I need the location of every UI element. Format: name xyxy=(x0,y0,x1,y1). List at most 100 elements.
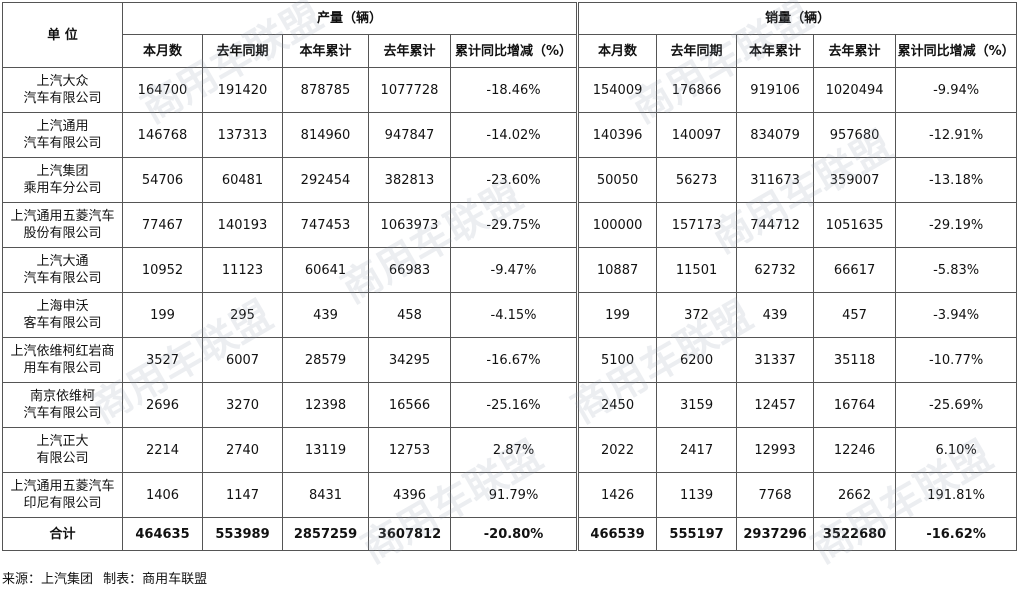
table-row: 上汽通用五菱汽车 股份有限公司 77467 140193 747453 1063973 -2… xyxy=(2,202,1018,248)
total-sales-cell: 555197 xyxy=(656,517,738,551)
prod-value-cell: -16.67% xyxy=(449,337,579,383)
prod-value-cell: 1077728 xyxy=(368,67,451,113)
table-row: 上汽集团 乘用车分公司 54706 60481 292454 382813 -23.60% 5… xyxy=(2,157,1018,203)
sales-lastyear-header: 去年同期 xyxy=(656,34,738,68)
prod-value-cell: 60641 xyxy=(282,247,369,293)
sales-value-cell: 1139 xyxy=(656,472,738,518)
prod-value-cell: 382813 xyxy=(368,157,451,203)
sales-value-cell: 12246 xyxy=(813,427,897,473)
prod-ytd-header: 本年累计 xyxy=(282,34,369,68)
sales-value-cell: 191.81% xyxy=(895,472,1018,518)
prod-value-cell: -18.46% xyxy=(449,67,579,113)
prod-value-cell: 3527 xyxy=(122,337,203,383)
prod-value-cell: 947847 xyxy=(368,112,451,158)
prod-value-cell: 8431 xyxy=(282,472,369,518)
sales-value-cell: -3.94% xyxy=(895,292,1018,338)
unit-name-line: 上汽集团 xyxy=(36,164,89,179)
prod-value-cell: -4.15% xyxy=(449,292,579,338)
sales-value-cell: -9.94% xyxy=(895,67,1018,113)
unit-header: 单 位 xyxy=(2,2,123,68)
total-sales-cell: 3522680 xyxy=(813,517,897,551)
unit-cell: 上汽依维柯红岩商 用车有限公司 xyxy=(2,337,123,383)
sales-value-cell: 100000 xyxy=(576,202,658,248)
total-label: 合计 xyxy=(2,517,123,551)
table-row: 上汽依维柯红岩商 用车有限公司 3527 6007 28579 34295 -16.67% 5… xyxy=(2,337,1018,383)
total-prod-cell: 2857259 xyxy=(282,517,369,551)
sales-value-cell: -13.18% xyxy=(895,157,1018,203)
total-prod-cell: -20.80% xyxy=(449,517,579,551)
unit-name-line: 用车有限公司 xyxy=(23,361,102,376)
total-sales-cell: 2937296 xyxy=(736,517,815,551)
sales-value-cell: 919106 xyxy=(736,67,815,113)
sales-value-cell: 1020494 xyxy=(813,67,897,113)
prod-value-cell: 2696 xyxy=(122,382,203,428)
sales-value-cell: 311673 xyxy=(736,157,815,203)
source-note: 来源：上汽集团 xyxy=(2,572,94,587)
unit-cell: 上汽通用五菱汽车 股份有限公司 xyxy=(2,202,123,248)
prod-value-cell: 66983 xyxy=(368,247,451,293)
sales-value-cell: 66617 xyxy=(813,247,897,293)
prod-lastyear-header: 去年同期 xyxy=(202,34,283,68)
prod-value-cell: 439 xyxy=(282,292,369,338)
sales-value-cell: 439 xyxy=(736,292,815,338)
prod-value-cell: 3270 xyxy=(202,382,283,428)
table-row: 南京依维柯 汽车有限公司 2696 3270 12398 16566 -25.16% 2450… xyxy=(2,382,1018,428)
sales-value-cell: 35118 xyxy=(813,337,897,383)
sales-lastytd-header: 去年累计 xyxy=(813,34,897,68)
prod-value-cell: 458 xyxy=(368,292,451,338)
unit-name-line: 汽车有限公司 xyxy=(23,91,102,106)
prod-value-cell: -25.16% xyxy=(449,382,579,428)
sales-value-cell: -12.91% xyxy=(895,112,1018,158)
prod-value-cell: 191420 xyxy=(202,67,283,113)
unit-cell: 上汽通用 汽车有限公司 xyxy=(2,112,123,158)
unit-name-line: 汽车有限公司 xyxy=(23,136,102,151)
prod-value-cell: 4396 xyxy=(368,472,451,518)
total-sales-cell: -16.62% xyxy=(895,517,1018,551)
sales-value-cell: -10.77% xyxy=(895,337,1018,383)
table-row: 上汽通用 汽车有限公司 146768 137313 814960 947847 -14.02… xyxy=(2,112,1018,158)
prod-month-header: 本月数 xyxy=(122,34,203,68)
prod-value-cell: 140193 xyxy=(202,202,283,248)
sales-value-cell: 11501 xyxy=(656,247,738,293)
prod-value-cell: 1063973 xyxy=(368,202,451,248)
prod-yoy-header: 累计同比增减（%） xyxy=(449,34,579,68)
unit-cell: 上汽正大 有限公司 xyxy=(2,427,123,473)
sales-value-cell: 50050 xyxy=(576,157,658,203)
total-sales-cell: 466539 xyxy=(576,517,658,551)
prod-value-cell: 28579 xyxy=(282,337,369,383)
sales-value-cell: 2450 xyxy=(576,382,658,428)
unit-name-line: 上汽通用五菱汽车 xyxy=(10,479,115,494)
unit-name-line: 客车有限公司 xyxy=(23,316,102,331)
prod-value-cell: -14.02% xyxy=(449,112,579,158)
prod-value-cell: 6007 xyxy=(202,337,283,383)
unit-name-line: 股份有限公司 xyxy=(23,226,102,241)
prod-value-cell: 878785 xyxy=(282,67,369,113)
table-row: 上海申沃 客车有限公司 199 295 439 458 -4.15% 199 372 439 457… xyxy=(2,292,1018,338)
prod-value-cell: 1147 xyxy=(202,472,283,518)
unit-cell: 上汽大通 汽车有限公司 xyxy=(2,247,123,293)
prod-value-cell: 12753 xyxy=(368,427,451,473)
sales-value-cell: 176866 xyxy=(656,67,738,113)
sales-value-cell: -25.69% xyxy=(895,382,1018,428)
unit-name-line: 上汽大通 xyxy=(36,254,89,269)
table-row: 上汽大众 汽车有限公司 164700 191420 878785 1077728 -18.4… xyxy=(2,67,1018,113)
sales-value-cell: 744712 xyxy=(736,202,815,248)
sales-ytd-header: 本年累计 xyxy=(736,34,815,68)
sales-value-cell: 7768 xyxy=(736,472,815,518)
unit-cell: 上汽集团乘用车分公司 xyxy=(2,157,123,203)
prod-value-cell: 16566 xyxy=(368,382,451,428)
prod-value-cell: -9.47% xyxy=(449,247,579,293)
prod-value-cell: 814960 xyxy=(282,112,369,158)
sales-value-cell: 3159 xyxy=(656,382,738,428)
table-row: 上汽大通 汽车有限公司 10952 11123 60641 66983 -9.47% 1088… xyxy=(2,247,1018,293)
unit-name-line: 印尼有限公司 xyxy=(23,496,102,511)
prod-value-cell: 137313 xyxy=(202,112,283,158)
table-row: 上汽正大 有限公司 2214 2740 13119 12753 2.87% 2022 2417 1… xyxy=(2,427,1018,473)
unit-name-line: 乘用车分公司 xyxy=(23,181,102,196)
prod-value-cell: 60481 xyxy=(202,157,283,203)
unit-name-line: 上汽通用五菱汽车 xyxy=(10,209,115,224)
sales-value-cell: 140396 xyxy=(576,112,658,158)
prod-value-cell: 199 xyxy=(122,292,203,338)
sales-month-header: 本月数 xyxy=(576,34,658,68)
prod-value-cell: 10952 xyxy=(122,247,203,293)
